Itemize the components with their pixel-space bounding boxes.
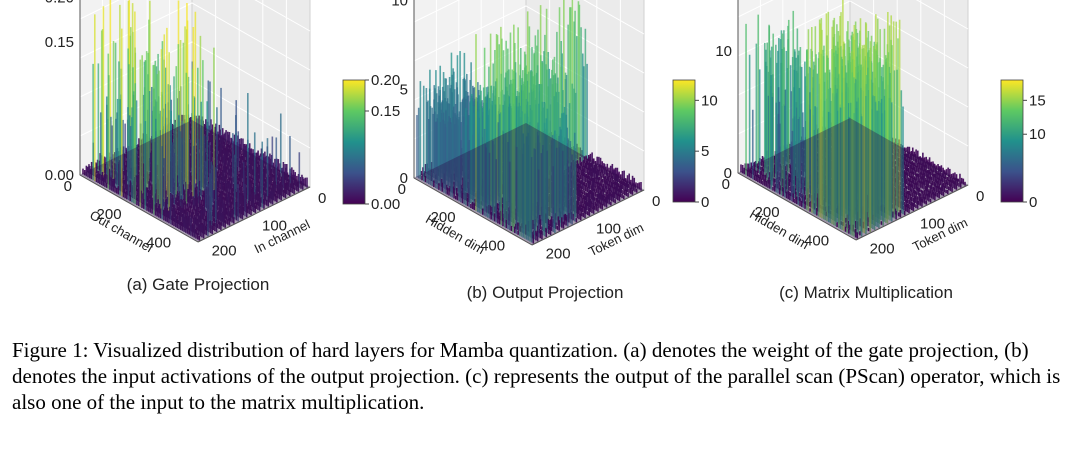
x-tick-label: 200 <box>431 209 456 226</box>
y-tick-label: 0 <box>318 190 326 207</box>
y-axis-line <box>531 189 645 246</box>
colorbar-tick-label: 5 <box>701 143 709 160</box>
x-tick-label: 400 <box>480 237 505 254</box>
colorbar <box>672 79 696 203</box>
x-tick-label: 400 <box>146 234 171 251</box>
grid-line <box>79 0 311 32</box>
colorbar <box>342 79 366 205</box>
z-tick-label: 0.20 <box>45 0 74 7</box>
floor-overlay <box>80 120 310 242</box>
colorbar-tick-label: 10 <box>701 92 718 109</box>
z-tick-label: 0.15 <box>45 34 74 51</box>
z-tick-label: 0 <box>400 170 408 187</box>
panel-subcaption: (a) Gate Projection <box>127 275 270 294</box>
panel-subcaption: (b) Output Projection <box>467 283 624 302</box>
z-tick-label: 10 <box>391 0 408 10</box>
y-axis-line <box>197 186 311 243</box>
x-axis-line <box>79 174 199 243</box>
grid-line <box>737 0 969 30</box>
grid-line <box>413 0 645 35</box>
colorbar-tick-label: 0 <box>701 194 709 211</box>
x-tick-label: 0 <box>398 181 406 198</box>
floor-overlay <box>414 123 644 245</box>
x-tick-label: 0 <box>64 178 72 195</box>
x-axis-line <box>413 177 533 246</box>
y-tick-label: 200 <box>212 242 237 259</box>
grid-line <box>737 0 969 69</box>
grid-line <box>79 41 311 110</box>
y-tick-label: 0 <box>652 193 660 210</box>
z-tick-label: 5 <box>400 81 408 98</box>
y-tick-label: 100 <box>596 221 621 238</box>
grid-line <box>79 2 311 71</box>
y-tick-label: 100 <box>262 218 287 235</box>
x-tick-label: 200 <box>97 206 122 223</box>
grid-line <box>413 5 645 74</box>
colorbar-tick-label: 0.15 <box>371 103 400 120</box>
y-tick-label: 200 <box>546 245 571 262</box>
colorbar-tick-label: 0.00 <box>371 196 400 213</box>
colorbar-tick-label: 0.20 <box>371 72 400 89</box>
z-tick-label: 0.00 <box>45 167 74 184</box>
